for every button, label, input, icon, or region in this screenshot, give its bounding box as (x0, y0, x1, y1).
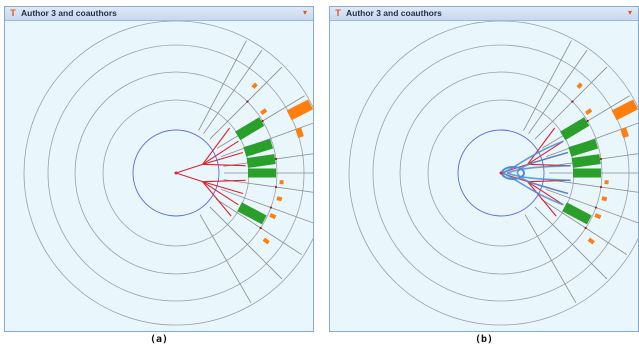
ring-tick (584, 226, 587, 230)
inner-circle (457, 129, 545, 217)
coauthor-edge (527, 140, 564, 165)
contour-stroke (506, 164, 571, 174)
app-icon: T (10, 8, 16, 18)
outer-bar (269, 213, 277, 220)
window-titlebar[interactable]: T Author 3 and coauthors ▾ (5, 7, 313, 21)
center-author-node (499, 171, 503, 175)
coauthor-edge (202, 127, 231, 165)
window-title: Author 3 and coauthors (346, 8, 442, 18)
contour-stroke (516, 172, 569, 195)
coauthor-edge (202, 163, 246, 167)
coauthor-bar (243, 138, 274, 157)
coauthor-edge (175, 163, 203, 174)
app-icon: T (335, 8, 341, 18)
coauthor-bar (237, 202, 267, 225)
window-titlebar[interactable]: T Author 3 and coauthors ▾ (330, 7, 638, 21)
outer-bar (594, 213, 602, 220)
radial-spoke (209, 206, 283, 280)
radial-spoke (203, 49, 263, 134)
radial-spoke (220, 189, 313, 224)
ring-tick (274, 185, 278, 189)
ring-tick (269, 206, 273, 209)
window-menu-icon[interactable]: ▾ (627, 8, 632, 17)
visualization-window-b: T Author 3 and coauthors ▾ (329, 6, 639, 332)
center-author-node (174, 171, 178, 175)
outer-bar (262, 237, 270, 245)
radial-spoke (199, 214, 252, 304)
contour-stroke (506, 172, 571, 182)
radial-spoke (545, 189, 638, 224)
outer-bar (251, 82, 258, 89)
ring-tick (571, 100, 574, 103)
radial-spoke (541, 198, 628, 256)
radial-spoke (548, 179, 638, 193)
outer-bar (295, 127, 304, 139)
outer-bar (576, 82, 583, 89)
coauthor-edge (202, 181, 239, 206)
outer-bar (260, 108, 268, 115)
radial-spoke (534, 206, 608, 280)
outer-bar (620, 127, 629, 139)
outer-bar (585, 108, 593, 115)
coauthor-edge (202, 140, 239, 165)
outer-bar (286, 99, 313, 121)
coauthor-bar (562, 202, 592, 225)
contour-stroke (502, 172, 564, 206)
radial-spoke (534, 66, 608, 140)
radial-spoke (223, 179, 313, 193)
ring-tick (246, 100, 249, 103)
coauthor-edge (527, 127, 556, 165)
coauthor-edge (202, 179, 246, 183)
ring-tick (586, 119, 589, 123)
coauthor-edge (527, 181, 557, 217)
ring-tick (594, 206, 598, 209)
inner-circle (132, 129, 220, 217)
coauthor-edge (202, 181, 244, 194)
ring-tick (599, 185, 603, 189)
coauthor-edge (175, 172, 203, 183)
ring-tick (259, 226, 262, 230)
ring-tick (599, 157, 603, 161)
ring-tick (274, 157, 278, 161)
radial-spoke (528, 49, 588, 134)
radial-coauthor-graph[interactable] (330, 21, 638, 331)
coauthor-bar (246, 154, 276, 168)
coauthor-bar (571, 154, 601, 168)
outer-bar (611, 99, 638, 121)
visualization-window-a: T Author 3 and coauthors ▾ (4, 6, 314, 332)
radial-spoke (545, 122, 638, 157)
radial-spoke (209, 66, 283, 140)
figure-caption: (b) (474, 334, 494, 345)
radial-spoke (524, 214, 577, 304)
radial-spoke (523, 40, 572, 131)
window-menu-icon[interactable]: ▾ (302, 8, 307, 17)
contour-stroke (502, 140, 564, 174)
outer-bar (587, 237, 595, 245)
coauthor-edge (527, 181, 564, 206)
outer-bar (601, 196, 608, 202)
coauthor-edge (202, 152, 244, 165)
ring-tick (261, 119, 264, 123)
radial-spoke (216, 198, 303, 256)
outer-ring (348, 21, 638, 326)
outer-bar (276, 196, 283, 202)
coauthor-bar (568, 138, 599, 157)
radial-spoke (198, 40, 247, 131)
coauthor-edge (202, 181, 232, 217)
radial-coauthor-graph[interactable] (5, 21, 313, 331)
window-title: Author 3 and coauthors (21, 8, 117, 18)
contour-stroke (516, 151, 569, 174)
outer-ring (23, 21, 313, 326)
radial-spoke (220, 122, 313, 157)
coauthor-bar (560, 117, 590, 141)
figure-caption: (a) (149, 334, 169, 345)
coauthor-bar (235, 117, 265, 141)
